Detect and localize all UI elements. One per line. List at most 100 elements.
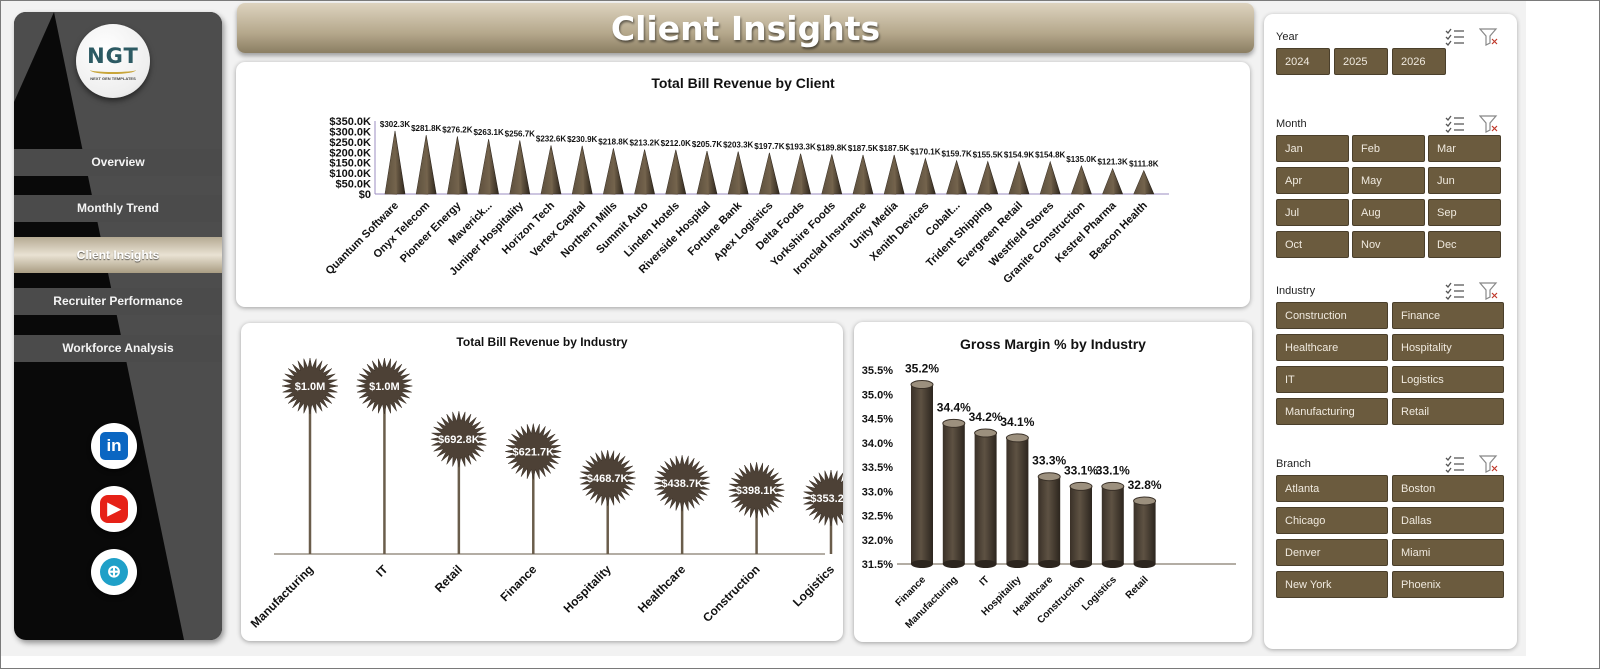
month-slicer-item-nov[interactable]: Nov: [1352, 231, 1425, 258]
margin-bar: [1101, 486, 1124, 564]
nav-monthly-trend-button[interactable]: Monthly Trend: [14, 195, 222, 222]
industry-slicer-item-hospitality[interactable]: Hospitality: [1392, 334, 1504, 361]
industry-starburst: [579, 449, 636, 507]
industry-slicer-item-finance[interactable]: Finance: [1392, 302, 1504, 329]
margin-data-label: 34.4%: [937, 400, 971, 414]
margin-bar-cap: [1101, 481, 1125, 491]
branch-slicer-item-boston[interactable]: Boston: [1392, 475, 1504, 502]
margin-bar: [974, 433, 997, 564]
month-slicer-item-jul[interactable]: Jul: [1276, 199, 1349, 226]
client-data-label: $155.5K: [973, 151, 1003, 160]
industry-slicer-item-manufacturing[interactable]: Manufacturing: [1276, 398, 1388, 425]
globe-link[interactable]: ⊕: [91, 549, 137, 595]
industry-data-label: $438.7K: [661, 478, 703, 490]
month-slicer-item-jun[interactable]: Jun: [1428, 167, 1501, 194]
client-data-label: $154.8K: [1035, 151, 1065, 160]
multi-select-icon[interactable]: [1445, 28, 1465, 46]
branch-slicer-item-dallas[interactable]: Dallas: [1392, 507, 1504, 534]
margin-bar-cap: [910, 380, 934, 390]
margin-bar: [1133, 500, 1156, 564]
linkedin-icon: in: [100, 432, 128, 460]
clear-filter-icon[interactable]: [1479, 28, 1499, 46]
branch-slicer-header: Branch: [1276, 458, 1311, 470]
nav-client-insights-button[interactable]: Client Insights: [14, 237, 222, 273]
industry-slicer-item-construction[interactable]: Construction: [1276, 302, 1388, 329]
margin-bar-base: [1070, 560, 1092, 568]
industry-starburst: [281, 357, 339, 415]
client-data-label: $276.2K: [442, 125, 472, 134]
logo-text: NGT: [87, 44, 139, 68]
multi-select-icon[interactable]: [1445, 455, 1465, 473]
margin-bar-cap: [1133, 496, 1157, 506]
multi-select-icon[interactable]: [1445, 282, 1465, 300]
margin-data-label: 35.2%: [905, 362, 939, 376]
industry-starburst: [654, 455, 711, 512]
margin-bar: [1038, 476, 1061, 564]
month-slicer-item-mar[interactable]: Mar: [1428, 135, 1501, 162]
youtube-link[interactable]: ▶: [91, 486, 137, 532]
month-slicer-item-dec[interactable]: Dec: [1428, 231, 1501, 258]
client-bar-facet: [665, 149, 678, 195]
industry-slicer-item-it[interactable]: IT: [1276, 366, 1388, 393]
client-y-tick: $250.0K: [329, 137, 371, 149]
year-slicer-header: Year: [1276, 31, 1299, 43]
client-bar-facet: [946, 160, 959, 195]
margin-bar-cap: [1005, 433, 1029, 443]
industry-slicer-item-retail[interactable]: Retail: [1392, 398, 1504, 425]
nav-recruiter-performance-button[interactable]: Recruiter Performance: [14, 288, 222, 315]
month-slicer-item-sep[interactable]: Sep: [1428, 199, 1501, 226]
client-category-label: Linden Hotels: [622, 200, 682, 260]
industry-slicer-header: Industry: [1276, 285, 1316, 297]
client-bar-facet: [915, 158, 928, 195]
month-slicer-item-oct[interactable]: Oct: [1276, 231, 1349, 258]
client-bar-facet: [759, 152, 772, 195]
branch-slicer-item-new-york[interactable]: New York: [1276, 571, 1388, 598]
industry-category-label: Manufacturing: [248, 562, 316, 630]
clear-filter-icon[interactable]: [1479, 455, 1499, 473]
industry-slicer-item-healthcare[interactable]: Healthcare: [1276, 334, 1388, 361]
client-y-tick: $0: [359, 189, 371, 201]
client-bar-facet: [884, 154, 897, 195]
industry-data-label: $692.8K: [438, 434, 480, 446]
margin-category-label: Retail: [1124, 574, 1151, 601]
year-slicer-item-2024[interactable]: 2024: [1276, 48, 1330, 75]
logo-subtext: NEXT GEN TEMPLATES: [90, 76, 136, 81]
nav-workforce-analysis-button[interactable]: Workforce Analysis: [14, 335, 222, 362]
year-slicer-item-2026[interactable]: 2026: [1392, 48, 1446, 75]
branch-slicer-item-chicago[interactable]: Chicago: [1276, 507, 1388, 534]
client-y-tick: $50.0K: [336, 179, 372, 191]
client-category-label: Xenith Devices: [868, 200, 932, 264]
margin-data-label: 32.8%: [1128, 478, 1162, 492]
month-slicer-item-jan[interactable]: Jan: [1276, 135, 1349, 162]
branch-slicer-item-atlanta[interactable]: Atlanta: [1276, 475, 1388, 502]
branch-slicer-item-denver[interactable]: Denver: [1276, 539, 1388, 566]
month-slicer-item-feb[interactable]: Feb: [1352, 135, 1425, 162]
client-data-label: $170.1K: [910, 148, 940, 157]
linkedin-link[interactable]: in: [91, 423, 137, 469]
margin-chart-title: Gross Margin % by Industry: [960, 336, 1146, 352]
month-slicer-item-aug[interactable]: Aug: [1352, 199, 1425, 226]
youtube-icon: ▶: [100, 495, 128, 523]
margin-category-label: Logistics: [1080, 574, 1119, 613]
client-y-tick: $300.0K: [329, 126, 371, 138]
client-bar-facet: [416, 135, 429, 195]
month-slicer-item-may[interactable]: May: [1352, 167, 1425, 194]
industry-data-label: $468.7K: [587, 473, 629, 485]
margin-bar-base: [1006, 560, 1029, 568]
month-slicer-item-apr[interactable]: Apr: [1276, 167, 1349, 194]
margin-y-tick: 34.0%: [862, 438, 893, 450]
margin-y-tick: 32.5%: [862, 511, 893, 523]
branch-slicer-item-phoenix[interactable]: Phoenix: [1392, 571, 1504, 598]
clear-filter-icon[interactable]: [1479, 282, 1499, 300]
nav-overview-button[interactable]: Overview: [14, 149, 222, 176]
branch-slicer-item-miami[interactable]: Miami: [1392, 539, 1504, 566]
clear-filter-icon[interactable]: [1479, 115, 1499, 133]
ngt-logo: NGT NEXT GEN TEMPLATES: [76, 24, 150, 98]
year-slicer-item-2025[interactable]: 2025: [1334, 48, 1388, 75]
margin-y-tick: 33.5%: [862, 462, 893, 474]
client-bar-facet: [1071, 165, 1084, 195]
industry-category-label: Retail: [432, 562, 465, 595]
multi-select-icon[interactable]: [1445, 115, 1465, 133]
industry-slicer-item-logistics[interactable]: Logistics: [1392, 366, 1504, 393]
